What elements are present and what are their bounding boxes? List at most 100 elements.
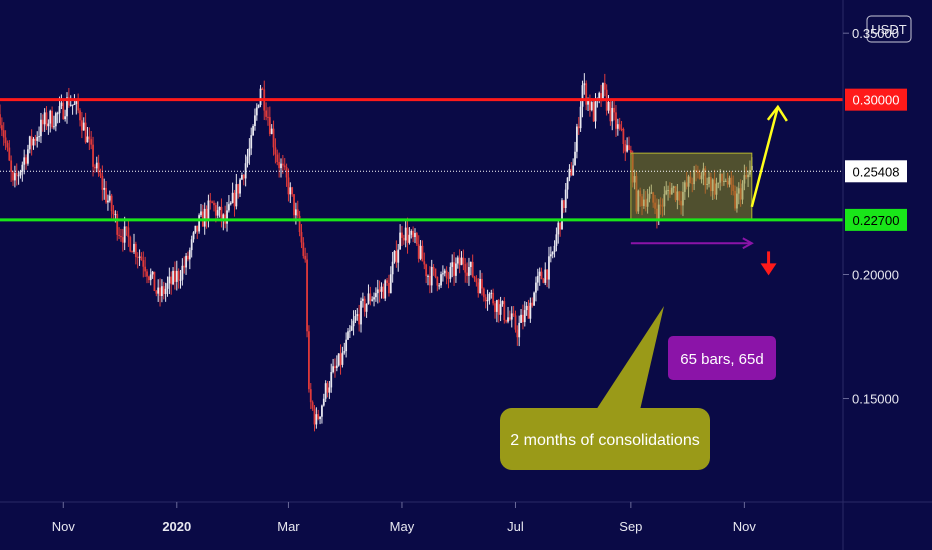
candle-body: [317, 414, 320, 419]
candle-body: [503, 301, 506, 321]
price-tick-label: 0.20000: [852, 267, 899, 282]
candle-body: [404, 227, 407, 241]
candle-body: [257, 105, 260, 108]
candle-body: [66, 97, 68, 117]
candle-body: [326, 383, 329, 393]
candle-body: [136, 257, 139, 259]
candle-body: [555, 234, 558, 246]
candle-body: [520, 314, 522, 323]
candle-body: [294, 209, 297, 216]
candle-body: [226, 210, 228, 224]
candle-body: [302, 242, 305, 256]
candle-body: [227, 204, 230, 211]
candle-body: [600, 93, 602, 100]
candle-body: [508, 317, 511, 320]
candle-body: [62, 102, 65, 120]
candle-body: [134, 243, 137, 258]
candle-body: [391, 261, 394, 275]
candle-body: [358, 314, 361, 325]
candle-body: [194, 225, 197, 233]
candle-body: [512, 313, 515, 316]
candle-body: [231, 192, 234, 203]
candle-body: [205, 208, 208, 221]
candle-body: [118, 234, 120, 236]
candle-body: [603, 82, 606, 90]
candle-body: [283, 165, 286, 168]
candle-body: [99, 173, 102, 176]
candle-body: [198, 215, 201, 232]
time-tick-label: Nov: [733, 519, 757, 534]
candle-body: [97, 162, 100, 174]
candle-body: [67, 97, 70, 106]
currency-button[interactable]: USDT: [866, 15, 912, 43]
candle-body: [579, 106, 582, 129]
candle-body: [473, 276, 476, 279]
candle-body: [622, 129, 625, 145]
candle-body: [116, 214, 119, 235]
candle-body: [438, 285, 441, 287]
candle-body: [27, 149, 29, 164]
candle-body: [43, 112, 46, 125]
candle-body: [373, 297, 375, 300]
candle-body: [350, 326, 353, 331]
candle-body: [151, 271, 154, 275]
candle-body: [456, 257, 459, 264]
candle-body: [84, 122, 87, 143]
candle-body: [259, 88, 262, 106]
candle-body: [30, 136, 33, 146]
candle-body: [200, 211, 202, 216]
candle-body: [34, 138, 37, 141]
candle-body: [529, 302, 532, 319]
candle-body: [125, 226, 128, 228]
candle-body: [375, 293, 377, 298]
candle-body: [594, 100, 597, 122]
candle-body: [13, 173, 16, 181]
candle-body: [298, 215, 301, 233]
candle-body: [319, 416, 321, 419]
candle-body: [309, 389, 312, 403]
candle-body: [0, 125, 3, 131]
candle-body: [551, 251, 554, 255]
candle-body: [548, 256, 550, 280]
candle-body: [616, 124, 619, 129]
candle-body: [79, 110, 81, 121]
candle-body: [393, 250, 396, 262]
candle-body: [32, 138, 35, 146]
candle-body: [56, 113, 59, 115]
last-price-text: 0.25408: [853, 164, 900, 179]
candle-body: [112, 211, 115, 215]
candle-body: [337, 353, 340, 366]
candle-body: [147, 276, 150, 281]
candle-body: [406, 227, 409, 243]
candle-body: [447, 277, 450, 279]
candle-body: [38, 136, 40, 138]
candle-body: [629, 150, 632, 154]
price-tick-label: 0.35000: [852, 26, 899, 41]
candle-body: [170, 276, 173, 285]
candle-body: [581, 85, 584, 107]
candle-body: [401, 232, 403, 238]
candle-body: [216, 210, 219, 216]
candle-body: [213, 202, 215, 206]
candle-body: [188, 250, 191, 260]
candle-body: [108, 195, 111, 201]
candle-body: [252, 126, 254, 136]
candle-body: [172, 270, 174, 285]
candle-body: [15, 173, 18, 176]
candle-body: [121, 237, 124, 243]
candle-body: [507, 317, 509, 322]
candle-body: [296, 209, 299, 216]
candle-body: [155, 291, 158, 294]
candle-body: [168, 276, 171, 284]
candle-body: [153, 271, 156, 292]
candle-body: [246, 156, 249, 164]
candle-body: [557, 222, 560, 235]
candle-body: [107, 200, 109, 203]
candle-body: [469, 262, 472, 268]
candle-body: [492, 292, 495, 304]
candle-body: [533, 292, 535, 306]
candle-body: [278, 161, 281, 169]
time-tick-label: May: [390, 519, 415, 534]
candle-body: [445, 270, 448, 278]
